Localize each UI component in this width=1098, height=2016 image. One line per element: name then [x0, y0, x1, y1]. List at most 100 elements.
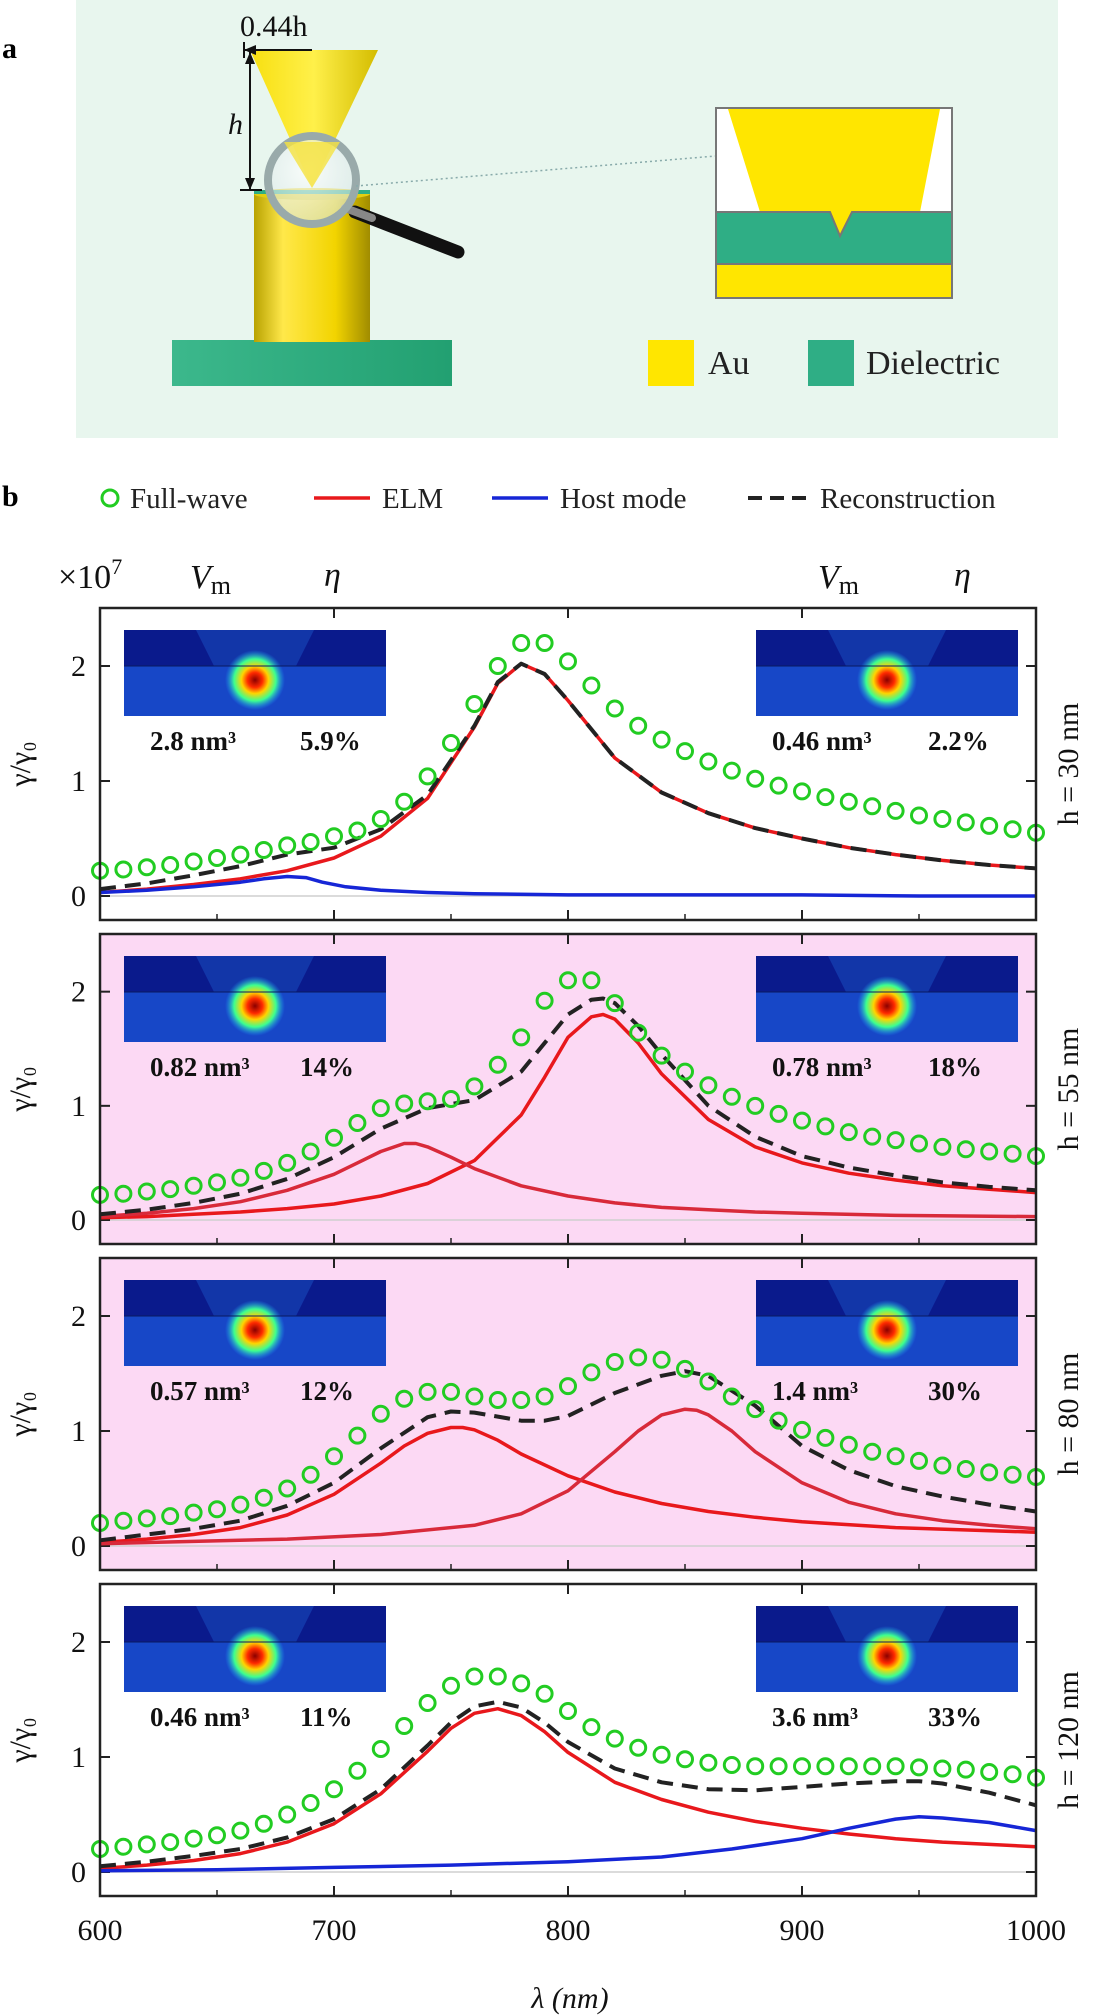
y-axis-label: γ/γ₀	[4, 1717, 37, 1763]
fullwave-point	[535, 1684, 554, 1703]
fullwave-point	[301, 1794, 320, 1812]
fullwave-point	[395, 1094, 414, 1113]
panel-a-label: a	[2, 32, 17, 65]
fullwave-point	[629, 1348, 648, 1367]
fullwave-point	[559, 1377, 577, 1396]
fullwave-point	[371, 1404, 390, 1423]
right-mode-volume: 3.6 nm³	[772, 1702, 858, 1732]
fullwave-point	[652, 730, 671, 749]
fullwave-point	[114, 1511, 133, 1530]
fullwave-point	[910, 1451, 928, 1470]
fullwave-point	[582, 1718, 601, 1737]
left-mode-volume: 0.46 nm³	[150, 1702, 250, 1732]
mode-field-cone	[828, 1280, 946, 1316]
fullwave-point	[980, 1463, 999, 1482]
h-label: h = 55 nm	[1052, 1028, 1085, 1151]
mode-field-cone	[196, 956, 314, 992]
fullwave-point	[465, 694, 484, 713]
y-tick-label: 1	[71, 1741, 86, 1774]
fullwave-point	[722, 1387, 741, 1406]
fullwave-point	[863, 1127, 882, 1146]
fullwave-point	[746, 769, 765, 788]
fullwave-point	[137, 858, 156, 877]
fullwave-point	[114, 1837, 133, 1856]
right-mode-efficiency: 30%	[928, 1376, 982, 1406]
fullwave-point	[559, 1702, 577, 1720]
series-elm	[99, 1407, 1037, 1546]
fullwave-point	[816, 1428, 835, 1447]
fullwave-point	[605, 699, 624, 718]
fullwave-point	[956, 1760, 975, 1779]
fullwave-point	[231, 845, 250, 864]
right-mode-efficiency: 18%	[928, 1052, 982, 1082]
fullwave-point	[980, 1142, 999, 1161]
fullwave-point	[605, 1353, 624, 1371]
fullwave-point	[793, 1111, 811, 1130]
y-tick-label: 2	[71, 976, 86, 1009]
eta-header-left: η	[324, 557, 341, 594]
mode-hotspot	[857, 976, 917, 1036]
y-tick-label: 0	[71, 1856, 86, 1889]
plot-panel: 0 1 2 2.8 nm³ 5.9% 0.46 nm³ 2.2% γ/γ₀ h = 30 nm	[4, 606, 1085, 922]
h-label: h = 120 nm	[1052, 1671, 1085, 1809]
fullwave-point	[839, 792, 858, 811]
left-mode-efficiency: 14%	[300, 1052, 354, 1082]
fullwave-point	[114, 1184, 133, 1203]
fullwave-point	[512, 1390, 531, 1409]
fullwave-point	[325, 1780, 343, 1799]
fullwave-point	[137, 1509, 156, 1528]
y-tick-label: 2	[71, 1626, 86, 1659]
fullwave-point	[676, 1062, 694, 1081]
y-tick-label: 2	[71, 1300, 86, 1333]
fullwave-point	[629, 1023, 648, 1042]
fullwave-point	[208, 1826, 226, 1845]
fullwave-point	[348, 1426, 367, 1445]
fullwave-point	[629, 716, 648, 735]
mode-hotspot	[857, 1300, 917, 1360]
fullwave-point	[1003, 1765, 1022, 1784]
mode-field-cone	[196, 630, 314, 666]
plot-panel: 0 1 2 0.46 nm³ 11% 3.6 nm³ 33% γ/γ₀ h = 120 nm 60…	[4, 1582, 1085, 1947]
mode-hotspot	[225, 650, 285, 710]
right-mode-volume: 0.78 nm³	[772, 1052, 872, 1082]
y-tick-label: 0	[71, 880, 86, 913]
fullwave-point	[699, 1753, 718, 1772]
fullwave-point	[910, 1758, 928, 1777]
fullwave-point	[559, 652, 577, 671]
fullwave-point	[839, 1435, 858, 1454]
series-reconstruction	[99, 1699, 1037, 1869]
vm-header-left: Vm	[190, 559, 231, 600]
fullwave-point	[231, 1495, 250, 1514]
left-mode-map	[124, 956, 386, 1042]
fullwave-point	[980, 816, 999, 835]
dimension-top-label: 0.44h	[240, 10, 308, 43]
fullwave-point	[371, 809, 390, 828]
mode-hotspot	[857, 1626, 917, 1686]
left-mode-volume: 0.82 nm³	[150, 1052, 250, 1082]
fullwave-point	[301, 1465, 320, 1484]
eta-header-right: η	[954, 557, 971, 594]
dim-arrowhead	[245, 52, 255, 64]
fullwave-point	[886, 1757, 905, 1776]
fullwave-point	[348, 1761, 367, 1780]
left-mode-efficiency: 12%	[300, 1376, 354, 1406]
fullwave-point	[582, 971, 601, 990]
vm-header-right: Vm	[818, 559, 859, 600]
fullwave-point	[278, 1479, 297, 1498]
fullwave-point	[395, 1389, 414, 1408]
series-host-mode	[99, 1815, 1037, 1873]
fullwave-point	[582, 676, 601, 695]
fullwave-point	[184, 1503, 203, 1522]
fullwave-point	[652, 1350, 671, 1369]
fullwave-point	[886, 1447, 905, 1466]
plot-panel: 0 1 2 0.57 nm³ 12% 1.4 nm³ 30% γ/γ₀ h = 80 nm	[4, 1256, 1085, 1572]
x-tick-label: 900	[780, 1914, 825, 1947]
fullwave-point	[652, 1745, 671, 1764]
fullwave-point	[278, 1153, 297, 1172]
fullwave-point	[348, 1113, 367, 1132]
y-tick-label: 0	[71, 1204, 86, 1237]
left-mode-efficiency: 5.9%	[300, 726, 361, 756]
fullwave-point	[208, 849, 226, 868]
mode-hotspot	[225, 1300, 285, 1360]
fullwave-point	[816, 1117, 835, 1136]
